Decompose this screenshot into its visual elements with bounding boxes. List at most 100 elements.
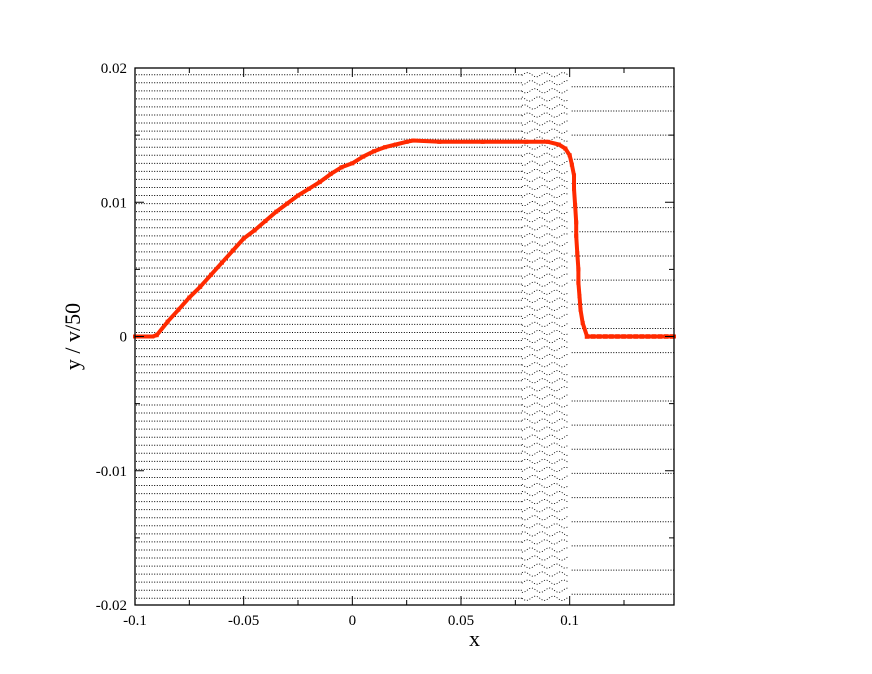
velocity-point (657, 334, 663, 339)
particle-row-compressed (521, 305, 569, 311)
particle-row-compressed (521, 402, 569, 408)
velocity-point (574, 220, 579, 225)
particle-row-compressed (521, 329, 569, 336)
particle-row-compressed (521, 209, 569, 215)
velocity-point (176, 307, 181, 312)
particle-row-compressed (521, 144, 569, 150)
particle-row-compressed (521, 482, 569, 489)
velocity-point (404, 139, 409, 144)
velocity-point (198, 284, 203, 289)
y-tick-label: 0 (120, 330, 128, 346)
x-tick-label: 0.1 (560, 613, 579, 629)
particle-row-compressed (521, 571, 569, 577)
particle-row-compressed (521, 394, 569, 400)
velocity-point (574, 233, 579, 238)
velocity-point (382, 145, 387, 150)
particle-row-compressed (521, 104, 569, 110)
velocity-point (154, 333, 159, 338)
particle-row-compressed (521, 595, 569, 601)
velocity-point (306, 186, 311, 191)
velocity-point (317, 180, 322, 185)
velocity-point (573, 202, 578, 207)
particle-row-compressed (521, 225, 569, 231)
particle-row-compressed (521, 112, 569, 118)
velocity-point (393, 142, 398, 147)
particle-row-compressed (521, 531, 569, 537)
particle-row-compressed (521, 233, 569, 239)
particle-row-compressed (521, 160, 569, 166)
particle-row-compressed (521, 555, 569, 561)
particle-row-compressed (521, 466, 569, 472)
particle-row-compressed (521, 176, 568, 183)
y-tick-label: 0.02 (101, 61, 127, 77)
velocity-point (480, 139, 485, 144)
particle-row-compressed (521, 297, 569, 303)
particle-row-compressed (521, 474, 569, 481)
velocity-point (150, 334, 155, 339)
velocity-point (645, 334, 651, 339)
velocity-point (252, 228, 257, 233)
velocity-point (615, 334, 620, 339)
particle-row-compressed (521, 370, 568, 376)
y-axis-label: y / v/50 (60, 303, 85, 370)
x-axis-label: x (469, 626, 480, 651)
velocity-point (576, 267, 581, 272)
particle-row-compressed (521, 345, 569, 352)
particle-row-compressed (521, 168, 569, 174)
particle-row-compressed (521, 458, 569, 464)
particle-row-compressed (521, 241, 569, 247)
velocity-point (596, 334, 602, 339)
x-tick-labels: -0.1 -0.05 0 0.05 0.1 (123, 613, 579, 629)
y-tick-label: -0.02 (96, 598, 127, 614)
particle-row-compressed (521, 257, 569, 263)
particle-row-compressed (521, 72, 569, 78)
particle-row-compressed (521, 265, 569, 271)
velocity-point (230, 248, 235, 253)
particle-row-compressed (521, 450, 568, 456)
axis-ticks (134, 67, 674, 606)
particle-row-compressed (521, 249, 569, 255)
velocity-point (584, 334, 590, 339)
x-tick-label: 0.05 (448, 613, 474, 629)
velocity-point (563, 146, 568, 151)
particle-row-compressed (521, 273, 568, 279)
particle-row-compressed (521, 426, 569, 432)
particle-row-compressed (521, 80, 568, 86)
velocity-point (274, 209, 279, 214)
velocity-point (219, 260, 224, 265)
velocity-point (437, 139, 442, 144)
particle-row-compressed (521, 378, 569, 384)
particle-row-compressed (521, 523, 569, 529)
particle-row-compressed (521, 507, 568, 513)
y-tick-labels: -0.02 -0.01 0 0.01 0.02 (96, 61, 127, 614)
velocity-point (575, 251, 580, 256)
particle-row-compressed (521, 192, 569, 199)
particle-row-compressed (521, 120, 568, 126)
particle-row-compressed (521, 289, 569, 295)
particle-row-compressed (521, 442, 569, 448)
velocity-point (241, 236, 246, 241)
particle-row-compressed (521, 515, 569, 521)
particle-row-compressed (521, 579, 569, 585)
velocity-point (580, 321, 585, 326)
particle-row-compressed (521, 321, 569, 328)
velocity-point (263, 219, 268, 224)
particle-row-compressed (521, 418, 569, 424)
particle-row-compressed (521, 184, 569, 191)
particle-row-compressed (521, 337, 569, 344)
velocity-point (296, 193, 301, 198)
velocity-point (585, 334, 590, 339)
velocity-point (572, 173, 577, 178)
particle-row-compressed (521, 499, 569, 505)
velocity-point (350, 161, 355, 166)
velocity-point (576, 280, 581, 285)
particle-row-compressed (521, 152, 569, 158)
velocity-point (285, 201, 290, 206)
particle-row-compressed (521, 434, 569, 440)
velocity-point (627, 334, 632, 339)
particle-row-compressed (521, 386, 569, 392)
particle-row-compressed (521, 281, 569, 287)
x-tick-label: 0 (349, 613, 357, 629)
particle-row-compressed (521, 547, 568, 553)
